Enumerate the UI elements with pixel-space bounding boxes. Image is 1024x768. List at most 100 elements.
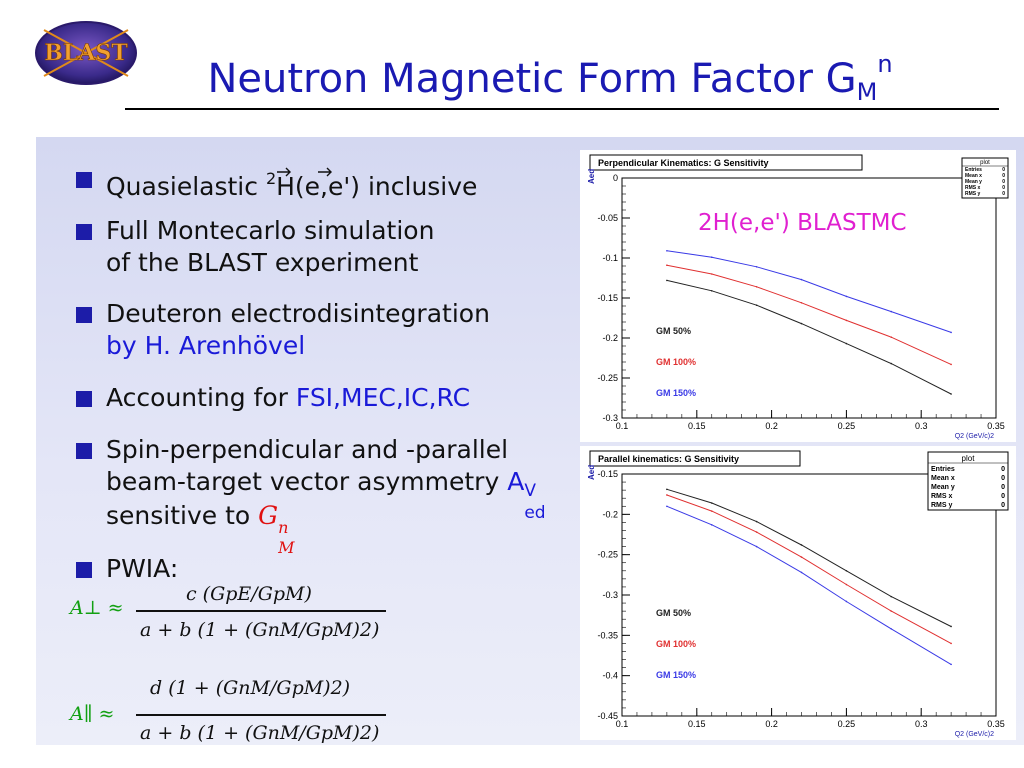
stats-row-value: 0	[1002, 179, 1005, 185]
plot-title-box: Perpendicular Kinematics: G Sensitivity	[589, 154, 863, 171]
y-tick-label: -0.25	[597, 550, 618, 560]
par-fraction-bar	[136, 714, 386, 716]
y-tick-label: -0.1	[602, 253, 618, 263]
stats-row-value: 0	[1002, 191, 1005, 197]
x-tick-label: 0.1	[616, 421, 629, 431]
series-point	[845, 570, 848, 572]
series-point	[666, 494, 668, 496]
title-box-frame	[589, 154, 863, 171]
perpendicular-plot-svg: Perpendicular Kinematics: G Sensitivity p…	[587, 154, 1009, 440]
stats-row-label: Entries	[965, 167, 982, 173]
bullet-2-line-1: Full Montecarlo simulation	[106, 216, 435, 245]
series-point	[890, 595, 893, 598]
perpendicular-plot: Perpendicular Kinematics: G Sensitivity p…	[580, 150, 1016, 442]
x-tick-label: 0.25	[838, 719, 856, 729]
logo-text: BLAST	[44, 40, 128, 66]
legend-label: GM 150%	[656, 388, 696, 398]
plot-frame	[621, 177, 997, 419]
perp-asymmetry-lhs: A⊥ ≈	[70, 597, 124, 619]
page-title: Neutron Magnetic Form Factor GMn	[150, 40, 950, 116]
bullet-6-text: PWIA:	[106, 554, 179, 583]
series-point	[800, 302, 803, 304]
stats-box-title: plot	[980, 160, 990, 166]
series-point	[950, 663, 952, 666]
stats-row-label: Mean y	[965, 179, 982, 185]
bullet-3-line-1: Deuteron electrodisintegration	[106, 299, 490, 328]
series-point	[755, 266, 758, 268]
y-tick-label: -0.15	[597, 293, 618, 303]
x-tick-label: 0.25	[838, 421, 856, 431]
bullet-4-text: Accounting for FSI,MEC,IC,RC	[106, 383, 471, 412]
plot-title: Parallel kinematics: G Sensitivity	[598, 454, 739, 464]
bullet-marker	[76, 443, 92, 459]
stats-row-value: 0	[1001, 502, 1005, 509]
series-point	[950, 331, 952, 334]
y-axis-label: Aed	[587, 465, 596, 480]
y-tick-label: -0.15	[597, 469, 618, 479]
bullet-2-line-2: of the BLAST experiment	[106, 248, 419, 277]
x-tick-label: 0.35	[987, 719, 1005, 729]
y-tick-label: -0.25	[597, 373, 618, 383]
y-tick-label: -0.05	[597, 213, 618, 223]
y-tick-label: 0	[613, 173, 618, 183]
series-point	[710, 502, 713, 504]
stats-row-value: 0	[1001, 475, 1005, 482]
y-tick-label: -0.2	[602, 509, 618, 519]
series-point	[710, 510, 713, 512]
x-axis-label: Q2 (GeV/c)2	[955, 731, 994, 738]
vector-arrows	[277, 167, 333, 177]
bullet-marker	[76, 224, 92, 240]
series-point	[950, 393, 952, 395]
perp-fraction-bar	[136, 610, 386, 612]
series-point	[710, 290, 713, 292]
bullet-1-text: Quasielastic 2H(e,e') inclusive	[106, 163, 477, 202]
parallel-plot: Parallel kinematics: G Sensitivity plot En…	[580, 446, 1016, 740]
series-point	[710, 273, 713, 275]
series-point	[710, 256, 713, 258]
series-point	[845, 600, 848, 603]
perp-formula-numerator: c (GpE/GpM)	[186, 583, 312, 605]
par-formula-denominator: a + b (1 + (GnM/GpM)2)	[140, 722, 380, 744]
stats-row-value: 0	[1001, 484, 1005, 491]
title-subscript: M	[856, 78, 878, 106]
title-box-frame	[589, 450, 801, 467]
series-point	[710, 524, 713, 526]
title-superscript: n	[877, 50, 893, 78]
legend-label: GM 150%	[656, 670, 696, 680]
bullet-marker	[76, 172, 92, 188]
stats-row-label: RMS y	[965, 191, 981, 197]
series-point	[755, 545, 758, 548]
series-point	[800, 322, 803, 325]
plot-title: Perpendicular Kinematics: G Sensitivity	[598, 158, 769, 168]
series-point	[755, 520, 758, 523]
series-point	[845, 295, 848, 298]
series-point	[800, 571, 803, 574]
y-tick-label: -0.45	[597, 711, 618, 721]
x-tick-label: 0.15	[688, 719, 706, 729]
x-tick-label: 0.3	[915, 719, 928, 729]
y-axis-label: Aed	[587, 169, 596, 184]
stats-row-label: RMS y	[931, 502, 953, 509]
legend-label: GM 100%	[656, 357, 696, 367]
parallel-plot-svg: Parallel kinematics: G Sensitivity plot En…	[587, 450, 1009, 738]
series-point	[890, 610, 893, 612]
series-point	[800, 544, 803, 546]
vector-h: H(e,e') inclusive	[276, 167, 477, 202]
plot-frame	[621, 473, 997, 717]
series-point	[890, 336, 893, 338]
series-point	[755, 286, 758, 288]
stats-row-value: 0	[1002, 173, 1005, 179]
series-point	[800, 278, 803, 281]
y-tick-label: -0.3	[602, 590, 618, 600]
stats-box-frame	[927, 451, 1009, 511]
plot-title-box: Parallel kinematics: G Sensitivity	[589, 450, 801, 467]
series-point	[666, 505, 668, 508]
series-point	[845, 342, 848, 345]
stats-row-value: 0	[1001, 493, 1005, 500]
